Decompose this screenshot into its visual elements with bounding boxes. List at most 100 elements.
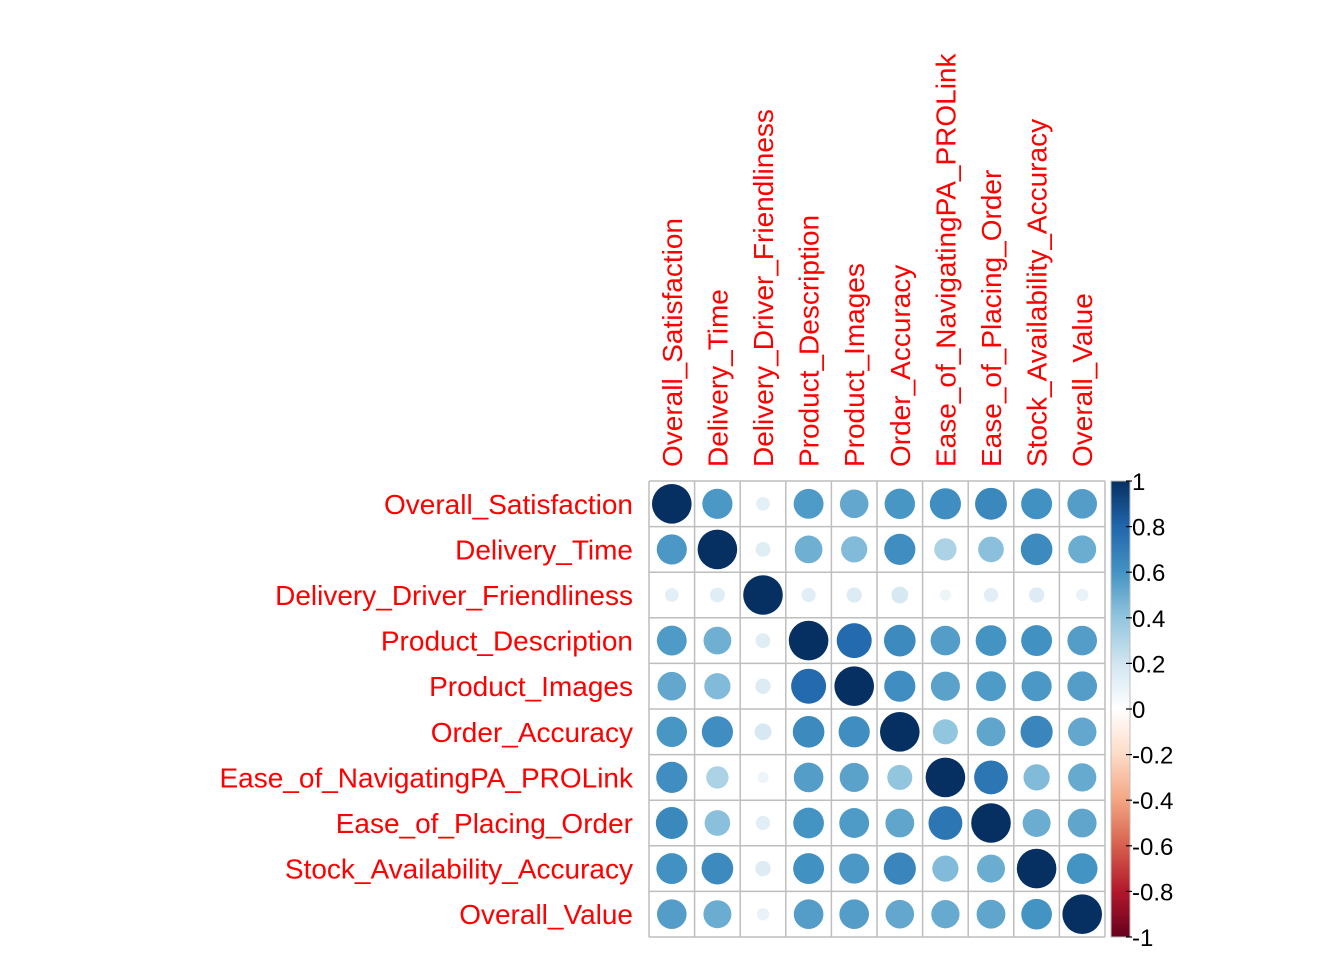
- colorbar-tick-label: -1: [1132, 925, 1153, 952]
- correlation-circle: [977, 854, 1005, 883]
- colorbar-tick-label: -0.8: [1132, 879, 1173, 906]
- row-label: Order_Accuracy: [431, 717, 633, 748]
- correlation-circle: [887, 764, 913, 790]
- correlation-circle: [1022, 809, 1051, 837]
- correlation-circle: [1021, 671, 1052, 702]
- correlation-circle: [841, 536, 868, 563]
- correlation-circle: [1021, 898, 1052, 930]
- correlation-circle: [1066, 853, 1098, 884]
- correlation-circle: [664, 588, 679, 602]
- correlation-circle: [793, 488, 824, 519]
- colorbar-tick-label: -0.2: [1132, 743, 1173, 770]
- correlation-circle: [930, 625, 961, 656]
- colorbar-tick-label: -0.4: [1132, 788, 1173, 815]
- correlation-circle: [1067, 488, 1098, 519]
- correlation-circle: [885, 808, 915, 838]
- correlation-circle: [976, 717, 1006, 747]
- correlation-circle: [702, 488, 733, 519]
- row-label: Stock_Availability_Accuracy: [285, 854, 633, 885]
- correlation-circle: [755, 678, 771, 694]
- colorbar-tick-label: 0.2: [1132, 651, 1165, 678]
- correlation-circle: [931, 900, 960, 929]
- correlation-circle: [656, 534, 687, 565]
- row-label: Ease_of_Placing_Order: [336, 808, 633, 839]
- correlation-circle: [932, 719, 958, 745]
- correlation-circle: [925, 757, 966, 798]
- column-label: Order_Accuracy: [885, 265, 916, 467]
- column-label: Ease_of_Placing_Order: [976, 170, 1007, 467]
- correlation-circle: [1062, 894, 1102, 934]
- correlation-circle: [743, 575, 783, 615]
- correlation-circle: [792, 715, 825, 748]
- correlation-circle: [884, 533, 916, 565]
- correlation-circle: [656, 853, 688, 885]
- correlation-circle: [652, 484, 692, 524]
- correlation-circle: [880, 712, 920, 752]
- column-labels: Overall_Satisfaction Delivery_Time Deliver…: [657, 52, 1098, 467]
- column-label: Overall_Satisfaction: [657, 218, 688, 467]
- column-label: Delivery_Driver_Friendliness: [748, 109, 779, 467]
- correlation-circle: [836, 623, 872, 659]
- correlation-circle: [1021, 488, 1053, 520]
- correlation-circle: [929, 488, 961, 520]
- row-label: Delivery_Time: [455, 534, 633, 565]
- correlation-circle: [656, 625, 687, 656]
- column-label: Stock_Availability_Accuracy: [1022, 119, 1053, 467]
- correlation-circle: [656, 761, 688, 793]
- correlation-circle: [706, 766, 729, 789]
- correlation-circle: [754, 723, 772, 741]
- correlation-circle: [846, 587, 862, 603]
- correlation-circle: [1075, 588, 1089, 602]
- correlation-circle: [755, 633, 771, 649]
- row-labels: Overall_Satisfaction Delivery_Time Deliver…: [219, 489, 634, 930]
- correlation-circle: [891, 586, 909, 604]
- column-label: Overall_Value: [1067, 293, 1098, 467]
- correlation-circle: [793, 762, 824, 793]
- correlation-circle: [839, 808, 870, 838]
- correlation-circle: [703, 626, 732, 655]
- correlation-circle: [801, 587, 816, 603]
- correlation-circle: [839, 762, 869, 792]
- correlation-circle: [1020, 715, 1053, 748]
- column-label: Product_Description: [794, 215, 825, 467]
- correlation-circle: [974, 760, 1008, 795]
- correlation-circle: [975, 625, 1007, 656]
- colorbar-tick-label: 1: [1132, 469, 1145, 496]
- correlation-circle: [1067, 717, 1097, 747]
- correlation-circle: [756, 907, 770, 921]
- correlation-circle: [755, 815, 771, 831]
- correlation-circle: [704, 673, 731, 700]
- row-label: Overall_Satisfaction: [384, 489, 633, 520]
- correlation-circle: [697, 529, 738, 570]
- row-label: Product_Images: [429, 671, 633, 702]
- correlation-circle: [793, 853, 825, 885]
- correlation-circle: [793, 899, 824, 930]
- correlation-circle: [839, 899, 870, 930]
- correlation-circle: [703, 900, 732, 929]
- correlation-circle: [883, 624, 916, 657]
- correlation-circle: [1023, 764, 1050, 791]
- colorbar-tick-label: 0.6: [1132, 560, 1165, 587]
- correlation-circle: [932, 855, 959, 882]
- correlation-circle: [1020, 533, 1053, 566]
- correlation-circle: [755, 860, 771, 877]
- correlation-circle: [1068, 535, 1097, 564]
- correlation-circle: [1016, 848, 1057, 889]
- correlation-circle: [971, 803, 1011, 843]
- correlation-circle: [794, 535, 823, 564]
- column-label: Ease_of_NavigatingPA_PROLink: [930, 52, 961, 467]
- column-label: Delivery_Time: [702, 289, 733, 467]
- correlation-circle: [839, 853, 870, 884]
- correlation-circle: [656, 899, 687, 930]
- correlation-circle: [1067, 625, 1098, 656]
- correlation-circle: [1068, 763, 1097, 792]
- correlation-circle: [930, 671, 960, 701]
- correlation-circle: [788, 620, 829, 661]
- colorbar-tick-label: 0.4: [1132, 606, 1165, 633]
- correlation-circle: [1021, 625, 1053, 657]
- correlation-circle: [884, 488, 916, 520]
- correlation-circle: [975, 487, 1007, 520]
- correlation-circle: [701, 716, 733, 748]
- correlation-circle: [978, 536, 1004, 563]
